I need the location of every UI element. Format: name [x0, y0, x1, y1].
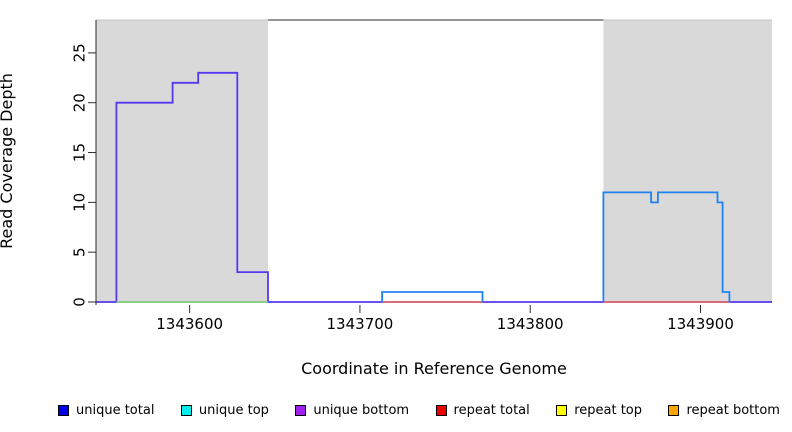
repeat-bottom-swatch-icon: [668, 404, 680, 416]
y-tick-label: 25: [71, 43, 89, 62]
y-tick-label: 10: [71, 193, 89, 212]
unique-total-swatch-icon: [58, 404, 69, 416]
y-tick-label: 15: [71, 143, 89, 162]
x-tick-label: 1343700: [327, 315, 394, 333]
legend-label: unique top: [198, 402, 269, 418]
legend-item-repeat-bottom: repeat bottom: [668, 403, 780, 418]
repeat-total-swatch-icon: [435, 404, 447, 416]
right-repeat-region-shading: [603, 20, 772, 303]
legend-label: repeat total: [453, 402, 530, 418]
series-mid-coverage-bump: [381, 291, 484, 302]
y-tick-label: 20: [71, 93, 89, 112]
legend-label: repeat bottom: [686, 402, 780, 418]
legend-item-unique-total: unique total: [58, 403, 154, 418]
x-axis-label: Coordinate in Reference Genome: [301, 359, 567, 378]
legend-item-repeat-total: repeat total: [435, 402, 530, 418]
x-tick-label: 1343600: [156, 315, 223, 333]
x-tick-label: 1343800: [497, 315, 564, 333]
unique-top-swatch-icon: [180, 404, 192, 416]
legend: unique total unique top unique bottom re…: [58, 400, 780, 420]
coverage-plot: 0 5 10 15 20 25 1343600 1343700 1343800 1343900: [71, 19, 772, 333]
legend-item-repeat-top: repeat top: [556, 403, 642, 418]
legend-item-unique-top: unique top: [180, 402, 269, 418]
legend-label: unique total: [76, 402, 155, 418]
legend-label: repeat top: [574, 402, 642, 418]
legend-label: unique bottom: [313, 402, 410, 418]
series-right-coverage-block: [602, 191, 731, 302]
x-tick-label: 1343900: [667, 315, 734, 333]
legend-item-unique-bottom: unique bottom: [295, 403, 409, 418]
unique-bottom-swatch-icon: [295, 404, 307, 416]
series-unique-coverage-left-block: [96, 71, 772, 303]
repeat-top-swatch-icon: [556, 404, 568, 416]
y-tick-label: 5: [71, 247, 89, 257]
y-tick-label: 0: [71, 297, 89, 307]
left-repeat-region-shading: [96, 20, 268, 303]
